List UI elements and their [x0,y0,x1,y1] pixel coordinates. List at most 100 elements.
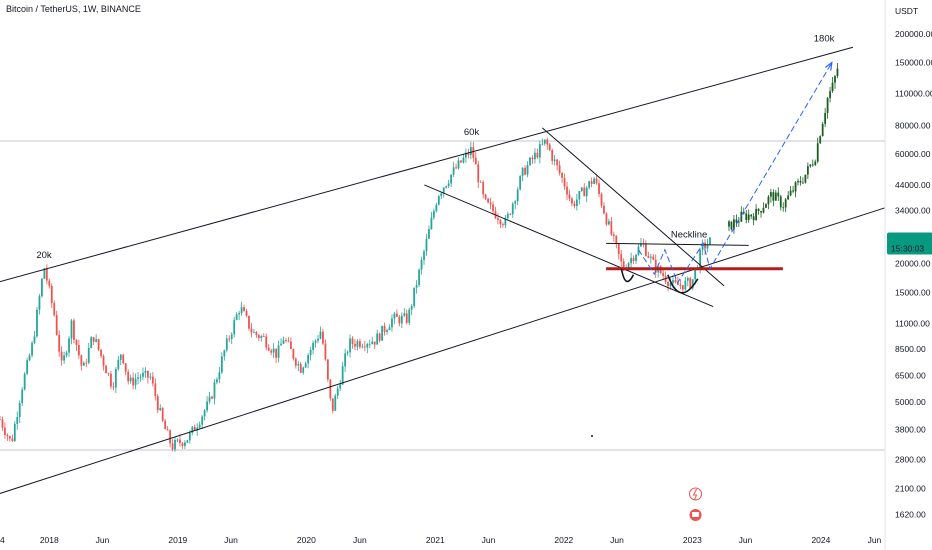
channel-upper-line [0,46,854,283]
historical-candle [617,244,620,255]
historical-candle [319,331,322,339]
time-axis-label: 2023 [683,535,702,545]
historical-candle [220,356,223,373]
annotation-60k: 60k [464,127,480,138]
historical-candle [102,356,105,366]
price-axis-label: 80000.00 [895,120,931,130]
historical-candle [354,343,356,347]
historical-candle [519,176,522,190]
projected-candle [769,192,772,197]
historical-candle [144,370,147,373]
historical-candle [75,339,78,345]
historical-candle [516,189,519,202]
historical-candle [122,354,125,364]
historical-candle [174,439,176,450]
historical-group [0,137,711,452]
historical-candle [312,342,314,350]
projected-candle [765,204,767,208]
historical-candle [529,157,531,166]
historical-candle [344,353,347,367]
historical-candle [363,346,366,348]
historical-candle [132,377,135,386]
projected-candle [824,112,827,124]
projected-candle [737,221,740,223]
historical-candle [287,340,290,342]
historical-candle [223,350,226,357]
historical-candle [395,313,398,317]
historical-candle [381,325,384,341]
historical-candle [317,338,319,341]
historical-candle [302,367,305,373]
historical-candle [129,377,132,382]
historical-candle [38,296,41,310]
historical-candle [590,181,593,184]
time-axis-label: 2022 [554,535,573,545]
historical-candle [186,440,189,443]
historical-candle [386,330,388,332]
historical-candle [243,307,245,312]
historical-candle [356,341,359,347]
price-axis-label: 8500.00 [895,344,926,354]
historical-candle [575,199,578,207]
historical-candle [637,246,640,255]
historical-candle [265,336,268,348]
historical-candle [622,261,625,270]
current-price-badge [887,232,932,255]
historical-candle [151,376,154,384]
historical-candle [68,338,70,353]
historical-candle [521,167,524,177]
historical-candle [154,383,157,397]
historical-candle [428,229,430,239]
historical-candle [482,181,485,195]
historical-candle [114,369,117,388]
historical-candle [558,165,561,174]
historical-candle [548,144,551,151]
historical-candle [1,419,4,428]
historical-candle [82,362,85,366]
historical-candle [213,382,216,399]
historical-candle [77,344,80,356]
historical-candle [228,338,231,340]
historical-candle [418,269,420,286]
historical-candle [432,211,435,218]
projected-candle [794,182,797,192]
historical-candle [43,268,46,279]
historical-candle [23,373,26,390]
projected-candle [774,192,777,201]
historical-candle [33,336,36,343]
historical-candle [585,187,588,197]
historical-candle [326,359,329,380]
historical-candle [324,343,327,360]
historical-candle [282,340,285,344]
historical-candle [53,302,56,316]
event-lightning-icon [689,487,703,501]
historical-candle [462,157,465,163]
historical-candle [627,263,630,270]
historical-candle [149,376,152,378]
historical-candle [644,243,647,256]
projected-candle [747,214,750,221]
historical-candle [124,363,127,372]
historical-candle [41,278,43,297]
historical-candle [21,389,24,403]
historical-candle [709,237,711,245]
historical-candle [514,201,517,204]
historical-candle [137,377,139,379]
historical-candle [63,355,65,361]
historical-candle [681,285,684,290]
projected-candle [787,195,790,200]
historical-candle [176,439,179,441]
price-axis-label: 34000.00 [895,206,931,216]
historical-candle [240,307,243,313]
historical-candle [662,273,665,277]
price-axis-label: 150000.00 [895,58,932,68]
historical-candle [359,341,361,347]
historical-candle [442,187,445,194]
price-axis-label: 6500.00 [895,371,926,381]
projected-candle [745,213,748,221]
historical-candle [36,309,38,337]
historical-candle [0,419,1,421]
historical-candle [230,334,233,339]
